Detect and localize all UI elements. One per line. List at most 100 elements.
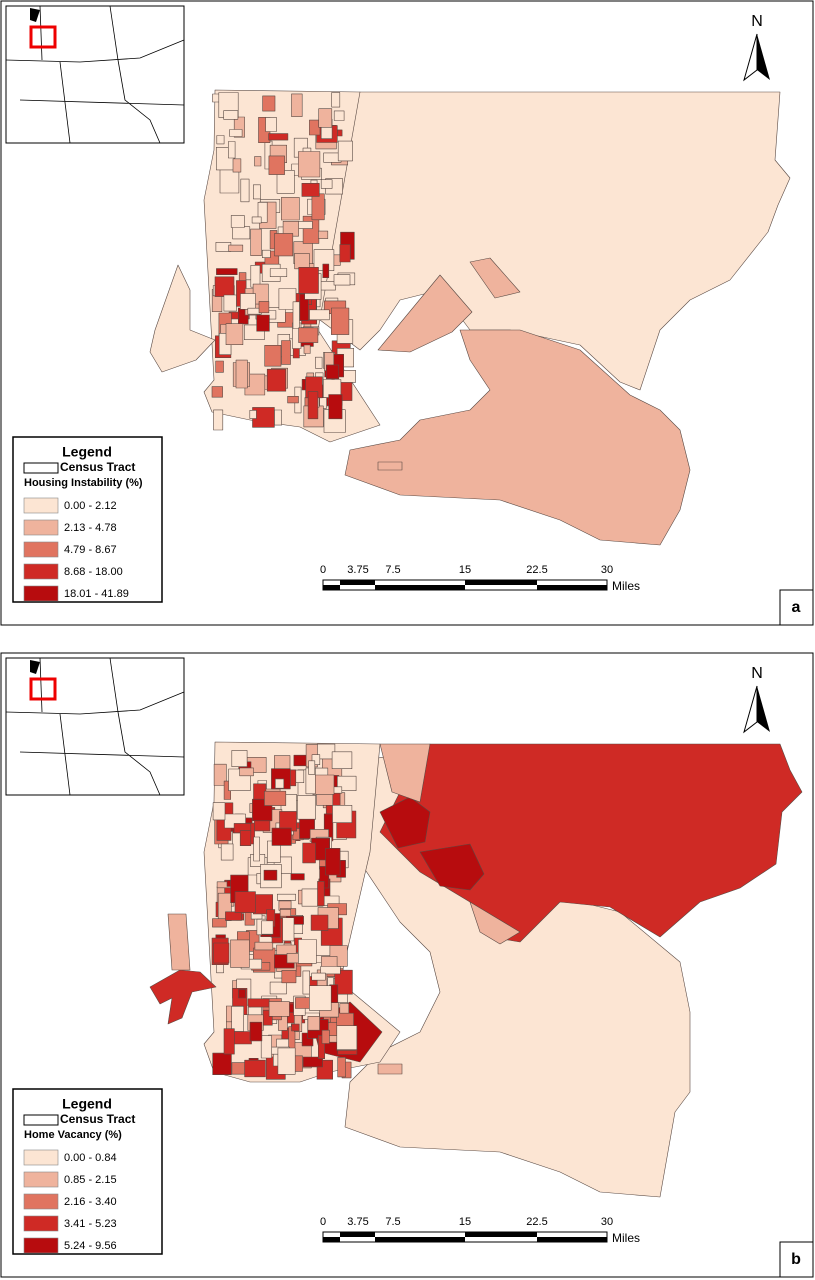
tract — [239, 767, 254, 777]
tract — [216, 268, 238, 275]
tract — [328, 394, 343, 420]
tract — [258, 301, 270, 314]
tract — [256, 314, 270, 332]
tract — [312, 774, 335, 795]
tract-region — [377, 274, 473, 353]
tract — [320, 179, 333, 189]
tract — [281, 340, 291, 365]
tract — [232, 226, 251, 240]
tract — [244, 1059, 266, 1078]
tract — [250, 228, 262, 257]
panel-label: a — [792, 599, 801, 616]
tract — [291, 1023, 300, 1032]
tract — [309, 985, 332, 1011]
tract — [268, 155, 285, 175]
tract — [249, 1021, 263, 1042]
scale-label: 7.5 — [385, 564, 400, 576]
tract — [263, 869, 278, 881]
tract — [297, 795, 317, 820]
legend-label: 2.13 - 4.78 — [64, 522, 117, 534]
tract — [333, 274, 351, 286]
tract — [303, 344, 311, 354]
tract — [311, 193, 325, 221]
panel-label: b — [791, 1251, 801, 1268]
legend-tract: Census Tract — [60, 1112, 135, 1126]
scale-segment — [323, 1237, 340, 1242]
scale-label: 22.5 — [526, 564, 547, 576]
scale-segment — [358, 1232, 375, 1237]
scale-label: 0 — [320, 564, 326, 576]
tract — [232, 1031, 252, 1045]
scale-label: 30 — [601, 1216, 613, 1228]
inset-borders — [5, 657, 185, 796]
tract-region — [149, 969, 217, 1025]
north-label: N — [751, 665, 763, 682]
tract — [254, 941, 274, 951]
legend-swatch — [23, 1237, 59, 1254]
tract — [231, 750, 248, 768]
tract — [311, 972, 326, 981]
scale-segment — [375, 585, 393, 590]
scale-segment — [323, 585, 340, 590]
tract-region — [377, 461, 403, 471]
tract — [337, 140, 353, 162]
legend-label: 0.85 - 2.15 — [64, 1174, 117, 1186]
inset-map — [5, 657, 185, 796]
legend-variable: Home Vacancy (%) — [24, 1129, 122, 1141]
tract — [240, 293, 256, 310]
tract-region — [167, 913, 191, 971]
scale-segment — [465, 580, 537, 585]
legend-label: 3.41 - 5.23 — [64, 1218, 117, 1230]
tract — [330, 307, 350, 335]
tract — [253, 783, 267, 802]
tract — [215, 360, 224, 373]
legend-title: Legend — [62, 444, 112, 460]
tract — [212, 1052, 232, 1076]
tract — [294, 253, 310, 270]
tract — [307, 1015, 320, 1031]
tract — [253, 184, 261, 200]
tract — [280, 197, 300, 221]
legend-swatch — [23, 585, 59, 602]
tract — [279, 909, 292, 917]
tract — [309, 309, 330, 321]
tract — [249, 409, 257, 419]
scale-label: 0 — [320, 1216, 326, 1228]
legend-swatch — [23, 1171, 59, 1188]
tract — [257, 202, 268, 223]
tract — [276, 893, 296, 901]
north-label: N — [751, 13, 763, 30]
scale-segment — [340, 1232, 358, 1237]
tract-region — [419, 843, 485, 891]
tract — [274, 409, 282, 426]
tract — [229, 129, 243, 137]
tract — [235, 359, 248, 389]
tract-region — [469, 901, 521, 945]
scale-unit: Miles — [612, 579, 640, 593]
tract — [212, 802, 226, 821]
legend-label: 8.68 - 18.00 — [64, 566, 123, 578]
legend-title: Legend — [62, 1096, 112, 1112]
tract — [298, 327, 319, 343]
tract — [317, 1035, 325, 1059]
tract — [225, 323, 244, 346]
tract — [298, 151, 321, 178]
tract — [268, 133, 289, 141]
scale-label: 22.5 — [526, 1216, 547, 1228]
tract — [339, 244, 351, 263]
panel-label-box — [779, 589, 814, 626]
tract — [253, 836, 261, 862]
tract — [331, 751, 353, 770]
scale-label: 7.5 — [385, 1216, 400, 1228]
tract — [238, 988, 246, 999]
tract — [266, 368, 287, 392]
tract — [225, 911, 242, 921]
tract-region — [377, 1063, 403, 1075]
legend-label: 0.00 - 2.12 — [64, 500, 117, 512]
legend-swatch — [23, 497, 59, 514]
tract — [334, 969, 353, 995]
tract — [211, 386, 223, 398]
tract — [261, 920, 274, 935]
legend-label: 2.16 - 3.40 — [64, 1196, 117, 1208]
